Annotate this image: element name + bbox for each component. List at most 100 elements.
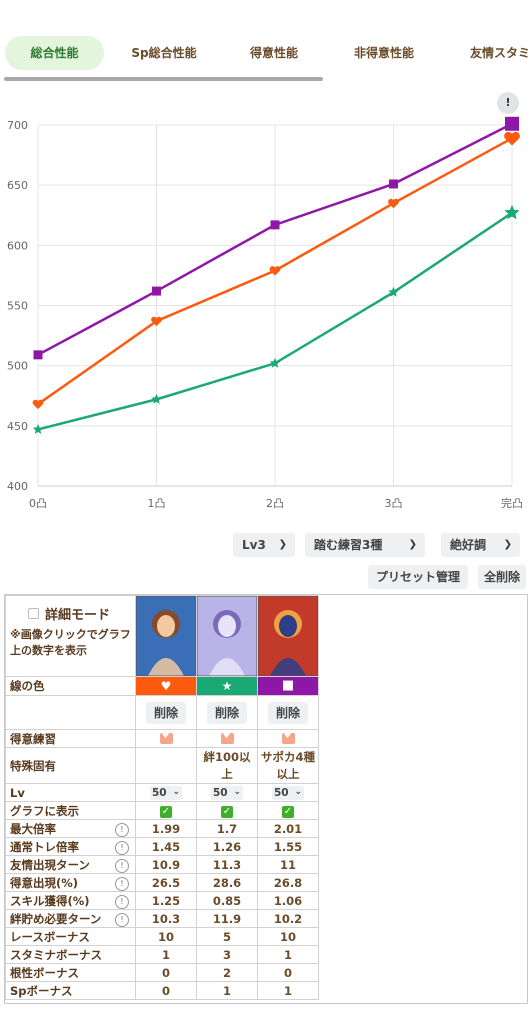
table-row: 絆貯め必要ターン! 10.3 11.9 10.2 (5, 909, 319, 928)
cell-value: 26.8 (273, 875, 303, 890)
card-image-row: 詳細モード ※画像クリックでグラフ上の数字を表示 (5, 595, 319, 677)
table-row: 通常トレ倍率! 1.45 1.26 1.55 (5, 837, 319, 856)
data-point-star (504, 204, 520, 220)
cell-value: 11 (279, 857, 296, 872)
tab-scrollbar[interactable] (4, 77, 323, 81)
cell-value: 0 (283, 965, 292, 980)
y-tick-label: 650 (7, 179, 28, 192)
chevron-down-icon: ⌄ (294, 787, 302, 797)
chart-info-icon[interactable]: ! (497, 92, 519, 114)
detail-mode-panel: 詳細モード ※画像クリックでグラフ上の数字を表示 (6, 596, 135, 676)
x-tick-label: 1凸 (148, 497, 166, 510)
delete-card-3-button[interactable]: 削除 (268, 701, 308, 724)
cell-value: 1.99 (151, 821, 181, 836)
row-label: グラフに表示 (10, 803, 79, 818)
condition-select[interactable]: 絶好調 ❯ (441, 533, 520, 557)
cell-value: 11.3 (212, 857, 242, 872)
tab-sp-overall-performance[interactable]: Sp総合性能 (131, 46, 197, 60)
chevron-down-icon: ❯ (408, 539, 417, 550)
row-label: スキル獲得(%) (10, 893, 90, 908)
level-input[interactable]: 50 ⌄ (272, 786, 304, 800)
cell-value: 10 (157, 929, 174, 944)
y-tick-label: 550 (7, 300, 28, 313)
cell-value: 0 (161, 983, 170, 998)
help-icon[interactable]: ! (115, 841, 129, 855)
cell-value: 26.5 (151, 875, 181, 890)
tab-non-specialty-performance[interactable]: 非得意性能 (353, 46, 414, 60)
tab-specialty-performance[interactable]: 得意性能 (249, 46, 298, 60)
table-row: レースボーナス 10 5 10 (5, 927, 319, 946)
cell-value: 2.01 (273, 821, 303, 836)
support-card-image-2[interactable] (197, 596, 257, 676)
y-tick-label: 450 (7, 420, 28, 433)
table-row: 得意出現(%)! 26.5 28.6 26.8 (5, 873, 319, 892)
cell-value: 1.45 (151, 839, 181, 854)
tab-overall-performance[interactable]: 総合性能 (5, 36, 104, 70)
cell-value: 1.25 (151, 893, 181, 908)
preset-manage-button[interactable]: プリセット管理 (368, 565, 468, 589)
support-card-image-3[interactable] (258, 596, 318, 676)
x-tick-label: 0凸 (29, 497, 47, 510)
x-tick-label: 3凸 (385, 497, 403, 510)
delete-card-2-button[interactable]: 削除 (207, 701, 247, 724)
table-row: 最大倍率! 1.99 1.7 2.01 (5, 819, 319, 838)
detail-mode-checkbox[interactable] (28, 608, 39, 619)
x-tick-label: 2凸 (266, 497, 284, 510)
show-in-graph-checkbox[interactable]: ✓ (160, 806, 172, 818)
delete-card-1-button[interactable]: 削除 (146, 701, 186, 724)
help-icon[interactable]: ! (115, 859, 129, 873)
data-point-star (151, 393, 162, 404)
level-input-value: 50 (152, 787, 167, 799)
cell-value: 3 (222, 947, 231, 962)
cell-value: 2 (222, 965, 231, 980)
help-icon[interactable]: ! (115, 823, 129, 837)
row-label: 絆貯め必要ターン (10, 911, 102, 926)
show-in-graph-checkbox[interactable]: ✓ (221, 806, 233, 818)
table-row: Lv 50 ⌄ 50 ⌄ 50 ⌄ (5, 783, 319, 802)
cell-value: 1.55 (273, 839, 303, 854)
square-icon: ■ (258, 677, 318, 695)
cell-value: 10 (279, 929, 296, 944)
table-row: 根性ボーナス 0 2 0 (5, 963, 319, 982)
help-icon[interactable]: ! (115, 913, 129, 927)
training-select-value: 踏む練習3種 (314, 538, 383, 552)
cell-value: 0.85 (212, 893, 242, 908)
delete-all-button[interactable]: 全削除 (478, 565, 526, 589)
table-row: スキル獲得(%)! 1.25 0.85 1.06 (5, 891, 319, 910)
y-tick-label: 700 (7, 119, 28, 132)
row-label: Lv (10, 785, 25, 800)
x-tick-label: 完凸 (501, 496, 523, 510)
table-row: グラフに表示 ✓ ✓ ✓ (5, 801, 319, 820)
data-point-heart (269, 266, 281, 276)
table-row: 特殊固有 絆100以上 サポカ4種以上 (5, 747, 319, 784)
level-input[interactable]: 50 ⌄ (150, 786, 182, 800)
table-row: Spボーナス 0 1 1 (5, 981, 319, 1000)
level-select-value: Lv3 (242, 538, 266, 552)
row-label: レースボーナス (10, 929, 90, 944)
support-card-table: 詳細モード ※画像クリックでグラフ上の数字を表示 線の色 ♥ ★ ■ 削除 削除… (4, 594, 528, 1004)
y-tick-label: 400 (7, 480, 28, 493)
table-row: 友情出現ターン! 10.9 11.3 11 (5, 855, 319, 874)
training-select[interactable]: 踏む練習3種 ❯ (305, 533, 425, 557)
row-label: 友情出現ターン (10, 857, 90, 872)
line-color-row: 線の色 ♥ ★ ■ (5, 676, 319, 696)
help-icon[interactable]: ! (115, 895, 129, 909)
chevron-down-icon: ❯ (278, 539, 287, 550)
cell-value: 1.06 (273, 893, 303, 908)
chevron-down-icon: ⌄ (233, 787, 241, 797)
level-input[interactable]: 50 ⌄ (211, 786, 243, 800)
tab-friendship-stamina[interactable]: 友情スタミ (470, 46, 531, 60)
data-point-star (32, 423, 44, 434)
support-card-image-1[interactable] (136, 596, 196, 676)
data-point-heart (151, 316, 162, 327)
data-point-star (388, 286, 399, 297)
help-icon[interactable]: ! (115, 877, 129, 891)
cell-value: 1 (283, 947, 292, 962)
condition-select-value: 絶好調 (450, 538, 487, 552)
show-in-graph-checkbox[interactable]: ✓ (282, 806, 294, 818)
data-point-square (33, 350, 43, 360)
level-select[interactable]: Lv3 ❯ (233, 533, 295, 557)
heart-icon: ♥ (136, 677, 196, 695)
data-point-square (505, 116, 519, 131)
data-point-square (389, 179, 398, 189)
